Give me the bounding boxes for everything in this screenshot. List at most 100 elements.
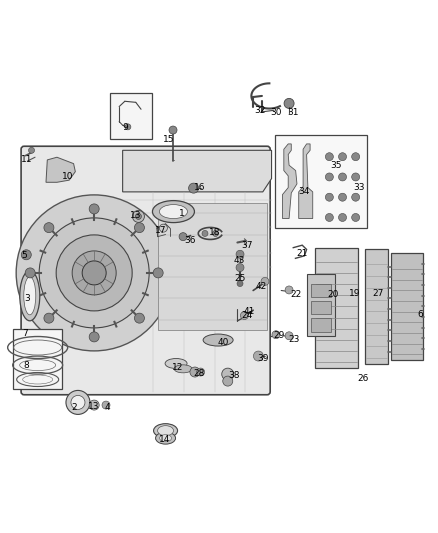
Circle shape [339,193,346,201]
Polygon shape [299,144,313,219]
Bar [307,274,335,336]
Circle shape [134,223,145,232]
Text: 34: 34 [298,188,310,196]
FancyBboxPatch shape [21,146,270,395]
Text: 16: 16 [194,183,205,192]
Circle shape [89,332,99,342]
Circle shape [352,213,360,222]
Circle shape [71,395,85,409]
Circle shape [339,173,346,181]
Circle shape [236,250,244,259]
Text: 12: 12 [172,364,183,372]
Text: 40: 40 [218,338,229,346]
Circle shape [212,230,219,237]
Text: 13: 13 [88,402,100,411]
Text: 25: 25 [234,274,246,282]
Bar [158,203,267,330]
Text: 11: 11 [21,156,32,164]
Ellipse shape [155,432,176,444]
Text: 17: 17 [155,227,167,235]
Text: 37: 37 [242,241,253,249]
Text: 32: 32 [254,106,266,115]
Text: 9: 9 [122,124,128,132]
Bar [311,301,331,314]
Circle shape [284,99,294,108]
Text: 3: 3 [24,294,30,303]
Text: 29: 29 [274,332,285,340]
Circle shape [16,195,172,351]
Circle shape [197,368,205,376]
Ellipse shape [152,200,194,223]
Circle shape [21,250,31,260]
Text: 42: 42 [256,282,267,290]
Circle shape [89,400,99,410]
Circle shape [325,173,333,181]
Circle shape [254,351,263,361]
Bar [391,253,423,360]
Circle shape [352,152,360,161]
Ellipse shape [20,271,40,321]
Circle shape [135,213,141,220]
Circle shape [25,268,35,278]
Text: 23: 23 [289,335,300,344]
Circle shape [189,183,198,193]
Ellipse shape [24,277,36,315]
Circle shape [134,313,145,323]
Ellipse shape [165,359,187,368]
Circle shape [222,368,234,380]
Ellipse shape [158,426,173,435]
Text: 35: 35 [331,161,342,169]
Polygon shape [283,144,297,219]
Circle shape [202,230,208,237]
Circle shape [132,211,145,222]
Text: 4: 4 [105,403,110,412]
Bar [315,248,358,368]
Text: 26: 26 [358,374,369,383]
Text: 41: 41 [243,308,254,316]
Text: 19: 19 [349,289,360,297]
Circle shape [261,277,269,286]
Circle shape [39,218,149,328]
Text: 14: 14 [159,435,170,444]
Circle shape [159,224,167,232]
Polygon shape [123,150,272,192]
Text: 33: 33 [353,183,365,192]
Text: 30: 30 [270,109,282,117]
Circle shape [272,330,280,339]
Circle shape [285,286,293,294]
Text: 8: 8 [23,361,29,369]
Circle shape [240,311,248,320]
Circle shape [82,261,106,285]
Circle shape [237,280,243,287]
Text: 27: 27 [372,289,383,297]
Circle shape [325,213,333,222]
Text: 36: 36 [185,237,196,245]
Circle shape [72,251,116,295]
Text: 21: 21 [297,249,308,257]
Ellipse shape [174,365,192,373]
Text: 2: 2 [72,403,77,412]
Text: 13: 13 [130,212,141,220]
Circle shape [223,376,233,386]
Text: 20: 20 [327,290,339,298]
Text: 38: 38 [229,372,240,380]
Circle shape [352,173,360,181]
Circle shape [236,263,244,272]
Bar [311,318,331,332]
Circle shape [285,332,293,340]
Circle shape [89,204,99,214]
Bar [110,93,152,139]
Bar [365,249,388,364]
Bar [275,135,367,228]
Text: 39: 39 [257,354,268,362]
Text: 18: 18 [209,229,220,237]
Text: 31: 31 [287,109,298,117]
Circle shape [102,401,110,409]
Text: 22: 22 [290,290,301,298]
Text: 43: 43 [233,256,245,264]
Text: 28: 28 [194,369,205,377]
Text: 10: 10 [62,173,74,181]
Text: 5: 5 [21,252,27,260]
Circle shape [339,213,346,222]
Circle shape [325,193,333,201]
